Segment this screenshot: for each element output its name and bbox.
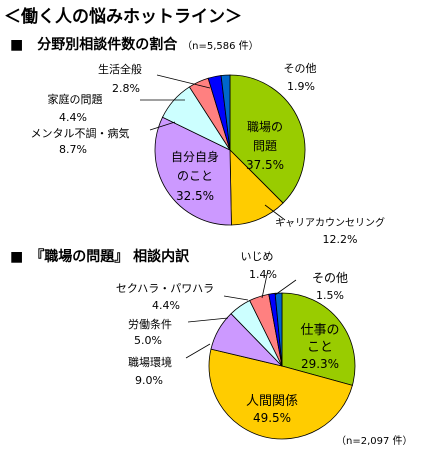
- pie1-slice-2: [154, 116, 232, 226]
- value-sekuhara: 4.4%: [152, 299, 180, 312]
- page-title: ＜働く人の悩みホットライン＞: [4, 7, 242, 27]
- leader-line-ijime: [261, 269, 269, 299]
- value-career: 12.2%: [323, 233, 358, 246]
- pie1-slice-0: [229, 74, 306, 204]
- label-mental: メンタル不調・病気: [31, 126, 130, 140]
- chart2-n-note: （n=2,097 件）: [336, 436, 413, 447]
- chart2-heading: ■ 『職場の問題』 相談内訳: [10, 246, 189, 266]
- pie-chart-2: [208, 292, 356, 440]
- leader-line-career: [264, 204, 286, 221]
- label-career: キャリアカウンセリング: [275, 216, 385, 229]
- value-ningen: 49.5%: [253, 411, 291, 425]
- pie2-slice-0: [281, 292, 356, 386]
- label-sonota-2: その他: [312, 271, 348, 285]
- label-shokuba-line2: 問題: [253, 139, 277, 153]
- label-ijime: いじめ: [241, 250, 274, 263]
- value-shokuba: 37.5%: [246, 158, 284, 172]
- value-jibun: 32.5%: [176, 189, 214, 203]
- value-mental: 8.7%: [59, 143, 87, 156]
- pie1-slice-6: [220, 74, 231, 151]
- value-sonota-1: 1.9%: [287, 80, 315, 93]
- chart1-heading: ■ 分野別相談件数の割合 （n=5,586 件）: [10, 34, 259, 54]
- label-kankyo: 職場環境: [128, 355, 172, 369]
- pie-chart-1: [154, 74, 306, 226]
- value-seikatsu: 2.8%: [112, 82, 140, 95]
- leader-line-sonota-2: [274, 279, 297, 296]
- label-ningen: 人間関係: [246, 394, 298, 409]
- value-katei: 4.4%: [59, 111, 87, 124]
- leader-line-seikatsu: [156, 74, 211, 89]
- value-shigoto: 29.3%: [301, 357, 339, 371]
- leader-line-sekuhara: [223, 295, 249, 301]
- leader-line-kankyo: [185, 343, 211, 359]
- label-sonota-1: その他: [284, 62, 317, 75]
- chart2-heading-text: ■ 『職場の問題』 相談内訳: [10, 249, 190, 265]
- label-jibun-line2: のこと: [177, 169, 213, 183]
- leader-line-joken: [187, 317, 229, 323]
- label-seikatsu: 生活全般: [98, 62, 142, 76]
- value-ijime: 1.4%: [249, 268, 277, 281]
- pie2-slice-1: [208, 348, 353, 440]
- label-katei: 家庭の問題: [48, 92, 103, 106]
- label-shigoto-line2: こと: [307, 340, 333, 355]
- label-jibun-line1: 自分自身: [171, 149, 219, 164]
- leader-line-mental: [149, 121, 176, 131]
- label-shigoto-line1: 仕事の: [300, 323, 339, 338]
- label-sekuhara: セクハラ・パワハラ: [116, 282, 214, 295]
- pie2-slice-6: [274, 292, 283, 367]
- value-kankyo: 9.0%: [135, 374, 163, 387]
- value-joken: 5.0%: [134, 334, 162, 347]
- value-sonota-2: 1.5%: [316, 289, 344, 302]
- chart1-n-note: （n=5,586 件）: [182, 41, 259, 52]
- label-joken: 労働条件: [128, 317, 172, 331]
- chart1-heading-text: ■ 分野別相談件数の割合: [10, 37, 178, 53]
- label-shokuba-line1: 職場の: [247, 120, 283, 134]
